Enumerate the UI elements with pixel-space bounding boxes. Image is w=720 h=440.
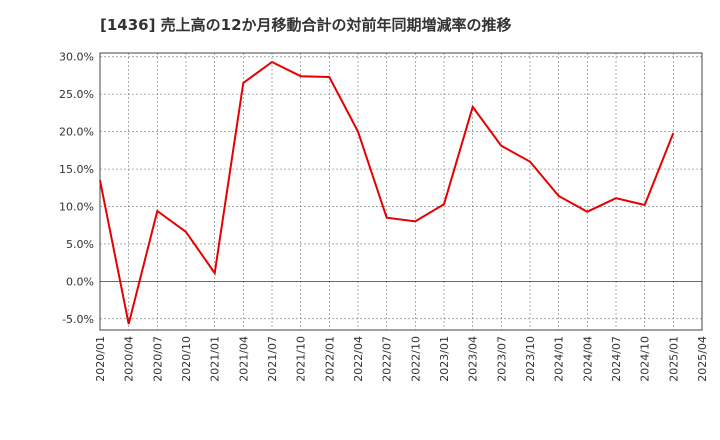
x-tick-label: 2023/04 <box>467 336 480 382</box>
y-axis-labels: 30.0% 25.0% 20.0% 15.0% 10.0% 5.0% 0.0% -5.0% <box>59 51 94 326</box>
plot-background <box>100 53 702 330</box>
x-tick-label: 2021/04 <box>237 336 250 382</box>
plot-frame <box>99 52 703 331</box>
x-tick-label: 2022/04 <box>352 336 365 382</box>
y-tick-label: 30.0% <box>59 51 94 64</box>
x-tick-label: 2024/01 <box>553 336 566 382</box>
y-tick-label: 5.0% <box>66 238 94 251</box>
x-tick-label: 2020/04 <box>123 336 136 382</box>
chart-title: [1436] 売上高の12か月移動合計の対前年同期増減率の推移 <box>100 16 512 34</box>
y-tick-label: -5.0% <box>62 313 94 326</box>
series-group <box>99 60 675 325</box>
x-tick-label: 2020/10 <box>180 336 193 382</box>
x-tick-label: 2024/04 <box>581 336 594 382</box>
y-tick-label: 20.0% <box>59 126 94 139</box>
y-tick-label: 15.0% <box>59 163 94 176</box>
x-tick-label: 2023/01 <box>438 336 451 382</box>
x-tick-label: 2024/07 <box>610 336 623 382</box>
series-line <box>99 60 675 325</box>
x-tick-label: 2023/07 <box>495 336 508 382</box>
x-tick-label: 2022/10 <box>409 336 422 382</box>
x-tick-label: 2020/01 <box>94 336 107 382</box>
x-tick-label: 2023/10 <box>524 336 537 382</box>
x-tick-label: 2021/07 <box>266 336 279 382</box>
x-axis-labels: 2020/01 2020/04 2020/07 2020/10 2021/01 2021/… <box>94 336 709 382</box>
x-tick-label: 2024/10 <box>639 336 652 382</box>
x-tick-label: 2020/07 <box>151 336 164 382</box>
x-tick-label: 2022/07 <box>381 336 394 382</box>
x-tick-label: 2025/01 <box>667 336 680 382</box>
y-tick-label: 10.0% <box>59 200 94 213</box>
x-tick-label: 2025/04 <box>696 336 709 382</box>
x-tick-label: 2021/01 <box>209 336 222 382</box>
y-tick-label: 25.0% <box>59 88 94 101</box>
x-tick-label: 2021/10 <box>295 336 308 382</box>
x-tick-label: 2022/01 <box>323 336 336 382</box>
y-tick-label: 0.0% <box>66 275 94 288</box>
